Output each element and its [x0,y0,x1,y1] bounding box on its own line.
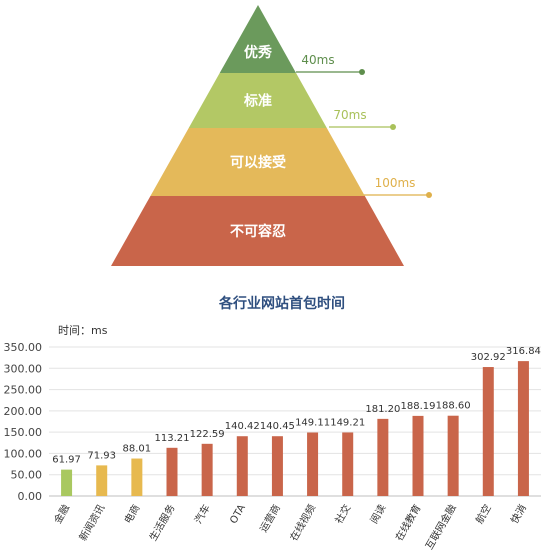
x-tick-label: 生活服务 [146,502,177,543]
x-tick-label: 运营商 [257,502,283,534]
bar [61,469,73,496]
bar [412,415,424,496]
threshold-marker-dot [390,124,396,130]
x-tick-label: 电商 [121,502,142,526]
x-tick-label: 社交 [332,502,353,526]
y-tick-label: 150.00 [4,426,43,439]
y-tick-label: 350.00 [4,341,43,354]
x-tick-label: 互联网金融 [422,502,458,552]
bar [131,458,143,496]
threshold-label: 40ms [301,53,334,67]
bar-value-label: 181.20 [365,404,400,415]
x-tick-label: 汽车 [191,502,212,526]
pyramid-level-1 [219,5,297,73]
threshold-label: 100ms [375,176,416,190]
x-tick-label: 阅读 [367,502,388,526]
x-tick-label: 新闻资讯 [76,502,107,543]
y-tick-label: 250.00 [4,384,43,397]
bar [377,418,389,496]
bar-value-label: 140.45 [260,421,295,432]
bar-value-label: 149.21 [330,417,365,428]
x-tick-label: 在线视频 [287,502,318,543]
threshold-marker-dot [426,192,432,198]
bar [201,443,213,496]
bar-value-label: 61.97 [52,455,81,466]
bar [447,415,459,496]
bar [236,436,248,496]
bar-value-label: 140.42 [225,421,260,432]
pyramid-level-label: 优秀 [244,44,273,61]
bar [517,361,529,496]
bar-value-label: 122.59 [190,429,225,440]
pyramid-level-3 [150,128,365,196]
bar-value-label: 113.21 [155,433,190,444]
bar [96,465,108,496]
pyramid-level-label: 可以接受 [230,154,286,171]
bar-value-label: 316.84 [506,346,541,357]
pyramid-level-4 [111,196,404,266]
bar-value-label: 188.19 [401,401,436,412]
chart-title: 各行业网站首包时间 [218,295,345,312]
y-tick-label: 0.00 [18,490,43,503]
pyramid-level-label: 不可容忍 [230,223,286,240]
threshold-label: 70ms [333,108,366,122]
bar [271,436,283,496]
pyramid-level-label: 标准 [243,93,272,110]
y-tick-label: 300.00 [4,362,43,375]
bar [166,447,178,496]
x-tick-label: 快消 [508,502,529,526]
x-tick-label: 在线教育 [392,502,423,543]
bar [482,367,494,496]
y-tick-label: 50.00 [11,469,43,482]
pyramid-level-2 [188,73,327,128]
y-tick-label: 100.00 [4,447,43,460]
x-tick-label: 航空 [473,502,494,526]
bar-value-label: 88.01 [123,444,152,455]
x-tick-label: 金融 [51,502,72,526]
bar-value-label: 302.92 [471,352,506,363]
bar [307,432,319,496]
bar-value-label: 71.93 [87,450,116,461]
bar-value-label: 149.11 [295,418,330,429]
bar-value-label: 188.60 [436,401,471,412]
x-tick-label: OTA [228,503,248,526]
y-axis-label: 时间：ms [58,324,108,337]
y-tick-label: 200.00 [4,405,43,418]
bar [342,432,354,496]
threshold-marker-dot [359,69,365,75]
